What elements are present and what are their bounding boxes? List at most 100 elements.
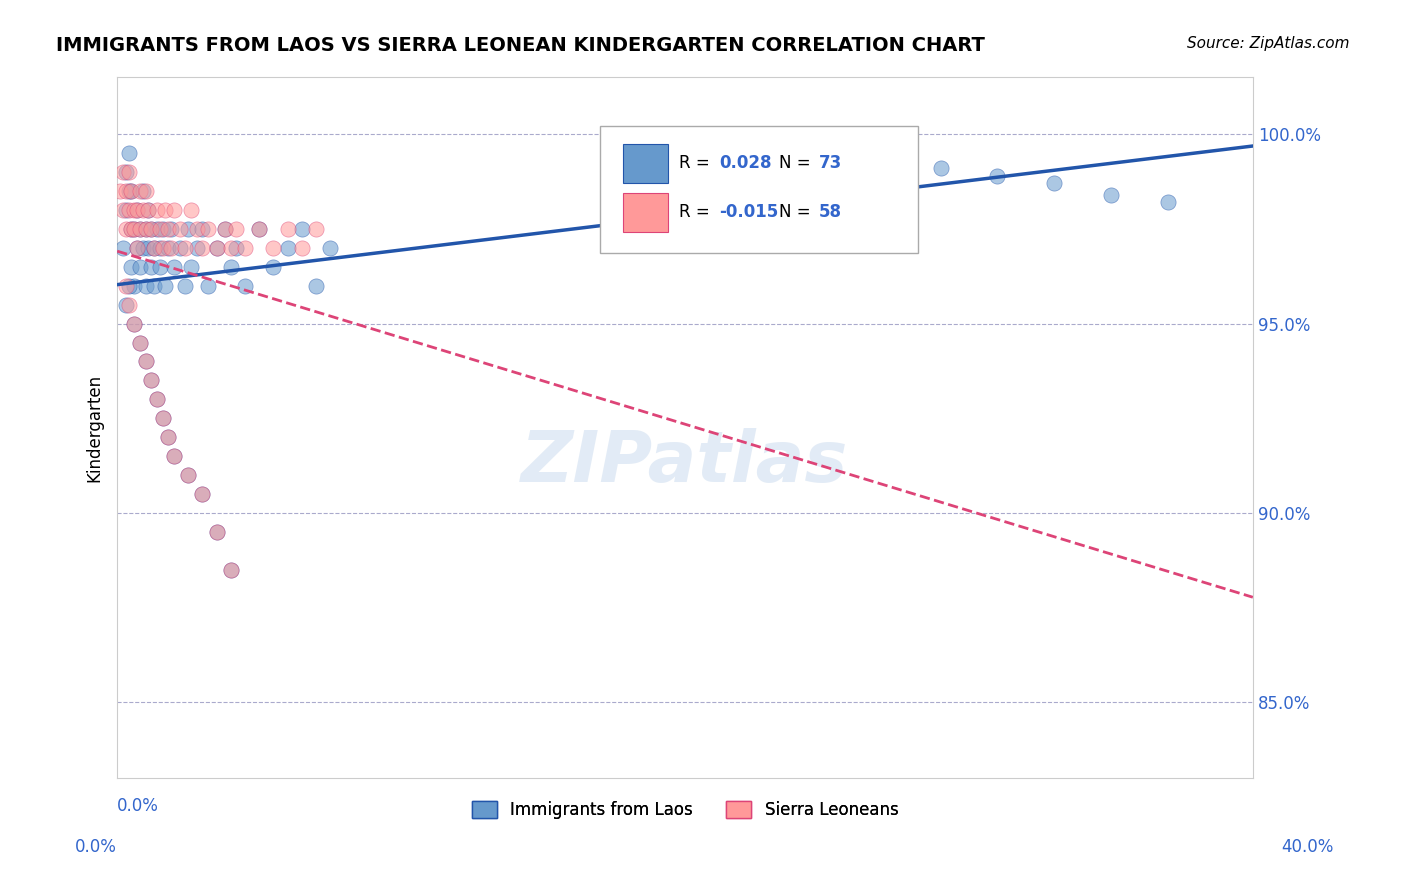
Point: [787, 142, 810, 156]
Point: [219, 241, 242, 255]
Point: [122, 222, 145, 236]
Y-axis label: Kindergarten: Kindergarten: [86, 374, 103, 482]
Point: [120, 184, 142, 198]
Point: [135, 222, 157, 236]
Point: [277, 241, 299, 255]
Point: [129, 335, 152, 350]
Point: [205, 241, 228, 255]
Text: 0.0%: 0.0%: [117, 797, 159, 815]
Point: [205, 241, 228, 255]
Point: [114, 278, 136, 293]
Point: [122, 317, 145, 331]
Point: [157, 241, 180, 255]
Point: [132, 202, 155, 217]
Point: [157, 430, 180, 444]
Point: [1043, 177, 1066, 191]
Point: [186, 222, 208, 236]
Point: [163, 202, 186, 217]
Point: [143, 241, 166, 255]
Point: [141, 260, 163, 274]
Point: [262, 241, 284, 255]
Point: [120, 222, 142, 236]
Point: [702, 135, 724, 149]
Point: [233, 241, 256, 255]
Point: [111, 241, 134, 255]
Point: [191, 222, 214, 236]
Point: [152, 241, 174, 255]
Point: [197, 222, 219, 236]
Point: [117, 184, 139, 198]
Text: R =: R =: [679, 154, 716, 172]
Point: [177, 468, 200, 483]
Text: ZIPatlas: ZIPatlas: [522, 428, 849, 497]
Point: [929, 161, 952, 176]
Point: [1099, 187, 1122, 202]
Point: [117, 202, 139, 217]
Point: [152, 411, 174, 425]
Point: [143, 241, 166, 255]
Point: [122, 222, 145, 236]
Point: [225, 222, 247, 236]
Point: [122, 202, 145, 217]
Point: [135, 354, 157, 368]
Point: [262, 260, 284, 274]
Point: [117, 298, 139, 312]
Point: [146, 222, 169, 236]
Point: [191, 487, 214, 501]
Point: [138, 241, 160, 255]
Text: 73: 73: [820, 154, 842, 172]
Point: [873, 153, 896, 168]
Point: [129, 222, 152, 236]
Point: [225, 241, 247, 255]
Point: [117, 146, 139, 161]
Legend: Immigrants from Laos, Sierra Leoneans: Immigrants from Laos, Sierra Leoneans: [465, 794, 905, 826]
Point: [233, 278, 256, 293]
Point: [174, 241, 197, 255]
Point: [122, 317, 145, 331]
Point: [122, 278, 145, 293]
Point: [149, 260, 172, 274]
Point: [129, 260, 152, 274]
Point: [114, 202, 136, 217]
Point: [305, 222, 328, 236]
Text: N =: N =: [779, 203, 815, 221]
Point: [141, 373, 163, 387]
Point: [155, 202, 177, 217]
Point: [152, 222, 174, 236]
Point: [141, 373, 163, 387]
Point: [125, 202, 148, 217]
Point: [135, 184, 157, 198]
Text: 58: 58: [820, 203, 842, 221]
Text: N =: N =: [779, 154, 815, 172]
Point: [132, 184, 155, 198]
FancyBboxPatch shape: [623, 193, 668, 232]
Point: [141, 222, 163, 236]
Text: R =: R =: [679, 203, 716, 221]
Point: [143, 278, 166, 293]
Point: [180, 202, 202, 217]
Point: [291, 241, 314, 255]
Point: [155, 278, 177, 293]
Point: [111, 202, 134, 217]
Text: IMMIGRANTS FROM LAOS VS SIERRA LEONEAN KINDERGARTEN CORRELATION CHART: IMMIGRANTS FROM LAOS VS SIERRA LEONEAN K…: [56, 36, 986, 54]
Point: [219, 563, 242, 577]
Point: [149, 241, 172, 255]
Point: [120, 184, 142, 198]
Point: [163, 449, 186, 463]
Point: [114, 222, 136, 236]
Point: [157, 222, 180, 236]
Point: [135, 278, 157, 293]
Point: [277, 222, 299, 236]
Point: [125, 241, 148, 255]
Point: [174, 278, 197, 293]
Point: [205, 524, 228, 539]
Point: [120, 260, 142, 274]
Point: [319, 241, 342, 255]
Text: 40.0%: 40.0%: [1281, 838, 1334, 855]
Point: [114, 298, 136, 312]
Point: [138, 202, 160, 217]
Point: [129, 222, 152, 236]
Point: [138, 202, 160, 217]
Point: [146, 392, 169, 407]
Text: -0.015: -0.015: [718, 203, 779, 221]
